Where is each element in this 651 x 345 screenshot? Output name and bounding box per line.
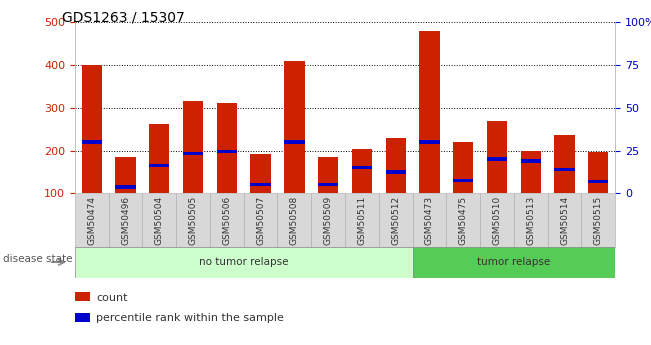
Bar	[251, 154, 271, 193]
Bar	[453, 179, 473, 182]
Bar	[81, 65, 102, 193]
Text: GSM50504: GSM50504	[155, 196, 164, 245]
Bar	[352, 166, 372, 169]
Text: disease state: disease state	[3, 254, 73, 264]
Text: tumor relapse: tumor relapse	[477, 257, 551, 267]
Text: GSM50506: GSM50506	[223, 196, 231, 245]
Bar	[589, 152, 609, 193]
Bar	[217, 103, 237, 193]
Bar	[521, 159, 541, 163]
Bar	[318, 157, 339, 193]
Text: GSM50514: GSM50514	[560, 196, 569, 245]
Bar	[243, 193, 277, 247]
Bar	[453, 142, 473, 193]
Bar	[413, 247, 615, 278]
Text: GSM50509: GSM50509	[324, 196, 333, 245]
Text: GSM50496: GSM50496	[121, 196, 130, 245]
Bar	[379, 193, 413, 247]
Bar	[514, 193, 547, 247]
Bar	[251, 183, 271, 186]
Bar	[419, 140, 439, 144]
Text: percentile rank within the sample: percentile rank within the sample	[96, 313, 284, 323]
Text: GSM50507: GSM50507	[256, 196, 265, 245]
Bar	[183, 152, 203, 155]
Text: count: count	[96, 293, 128, 303]
Bar	[284, 61, 305, 193]
Bar	[311, 193, 345, 247]
Text: GSM50513: GSM50513	[526, 196, 535, 245]
Bar	[487, 157, 507, 161]
Bar	[176, 193, 210, 247]
Bar	[75, 193, 109, 247]
Text: GSM50511: GSM50511	[357, 196, 367, 245]
Bar	[143, 193, 176, 247]
Bar	[109, 193, 143, 247]
Bar	[75, 247, 413, 278]
Bar	[318, 183, 339, 186]
Text: GSM50512: GSM50512	[391, 196, 400, 245]
Bar	[149, 164, 169, 167]
Bar	[75, 293, 90, 302]
Bar	[555, 168, 575, 171]
Bar	[345, 193, 379, 247]
Bar	[277, 193, 311, 247]
Text: no tumor relapse: no tumor relapse	[199, 257, 288, 267]
Bar	[115, 157, 135, 193]
Bar	[75, 313, 90, 322]
Text: GDS1263 / 15307: GDS1263 / 15307	[62, 10, 185, 24]
Text: GSM50515: GSM50515	[594, 196, 603, 245]
Bar	[217, 150, 237, 153]
Bar	[555, 135, 575, 193]
Bar	[521, 150, 541, 193]
Bar	[149, 124, 169, 193]
Bar	[385, 138, 406, 193]
Bar	[419, 31, 439, 193]
Text: GSM50475: GSM50475	[459, 196, 467, 245]
Bar	[447, 193, 480, 247]
Bar	[480, 193, 514, 247]
Bar	[547, 193, 581, 247]
Bar	[352, 149, 372, 193]
Text: GSM50505: GSM50505	[189, 196, 197, 245]
Bar	[210, 193, 243, 247]
Bar	[115, 185, 135, 188]
Text: GSM50473: GSM50473	[425, 196, 434, 245]
Bar	[385, 170, 406, 174]
Text: GSM50510: GSM50510	[493, 196, 501, 245]
Bar	[581, 193, 615, 247]
Bar	[81, 140, 102, 144]
Bar	[183, 101, 203, 193]
Text: GSM50508: GSM50508	[290, 196, 299, 245]
Bar	[284, 140, 305, 144]
Bar	[589, 180, 609, 184]
Bar	[487, 121, 507, 193]
Bar	[413, 193, 447, 247]
Text: GSM50474: GSM50474	[87, 196, 96, 245]
